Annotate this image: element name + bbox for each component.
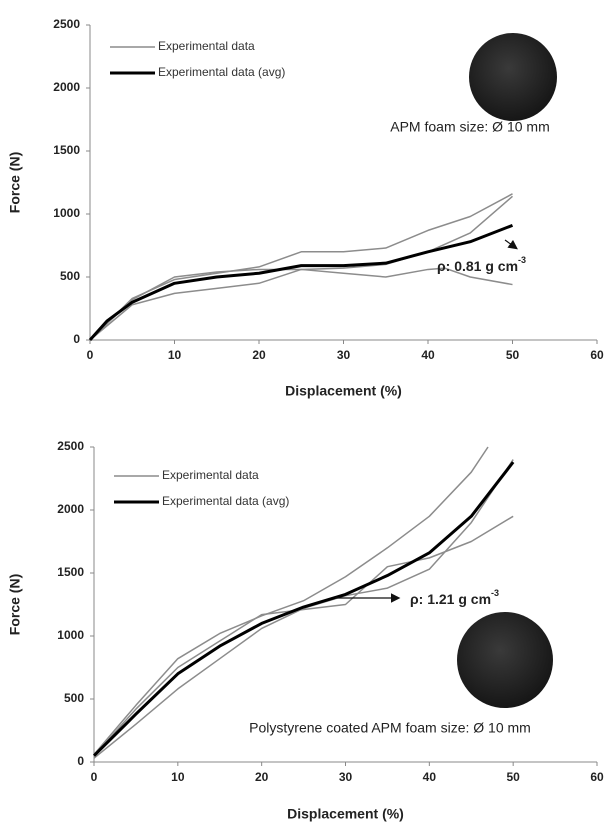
- y-tick-label: 500: [64, 691, 84, 705]
- x-axis-title: Displacement (%): [287, 806, 404, 822]
- annotation-text: ρ: 0.81 g cm: [437, 258, 518, 274]
- annotation-arrow: [504, 239, 518, 250]
- x-tick-label: 40: [421, 348, 435, 362]
- y-tick-label: 2000: [53, 80, 80, 94]
- legend-label: Experimental data: [158, 39, 255, 53]
- annotation-sup: -3: [491, 588, 499, 598]
- line: [93, 515, 514, 757]
- x-tick-label: 10: [171, 770, 185, 784]
- x-tick-label: 50: [506, 348, 520, 362]
- y-tick-label: 2500: [57, 439, 84, 453]
- line: [93, 446, 489, 755]
- y-tick-label: 2500: [53, 17, 80, 31]
- x-tick-label: 20: [252, 348, 266, 362]
- line: [89, 195, 513, 341]
- y-tick-label: 1000: [53, 206, 80, 220]
- legend-label: Experimental data (avg): [158, 65, 285, 79]
- annotation: Polystyrene coated APM foam size: Ø 10 m…: [249, 720, 531, 736]
- annotation: APM foam size: Ø 10 mm: [390, 119, 549, 135]
- y-tick-label: 2000: [57, 502, 84, 516]
- line: [89, 193, 513, 341]
- y-tick-label: 1500: [57, 565, 84, 579]
- x-tick-label: 0: [87, 348, 94, 362]
- line: [92, 461, 515, 757]
- x-tick-label: 40: [423, 770, 437, 784]
- legend-label: Experimental data (avg): [162, 494, 289, 508]
- annotation: ρ: 0.81 g cm-3: [437, 255, 526, 273]
- legend-label: Experimental data: [162, 468, 259, 482]
- y-tick-label: 0: [77, 754, 84, 768]
- x-tick-label: 0: [91, 770, 98, 784]
- foam-photo: [457, 612, 553, 708]
- foam-photo: [469, 33, 557, 121]
- annotation-sup: -3: [518, 255, 526, 265]
- x-tick-label: 30: [339, 770, 353, 784]
- y-axis-title: Force (N): [7, 574, 23, 635]
- x-tick-label: 20: [255, 770, 269, 784]
- x-axis-title: Displacement (%): [285, 383, 402, 399]
- y-tick-label: 1000: [57, 628, 84, 642]
- y-tick-label: 500: [60, 269, 80, 283]
- x-tick-label: 50: [506, 770, 520, 784]
- y-tick-label: 0: [73, 332, 80, 346]
- annotation-text: ρ: 1.21 g cm: [410, 591, 491, 607]
- x-tick-label: 10: [168, 348, 182, 362]
- line: [89, 267, 513, 341]
- y-tick-label: 1500: [53, 143, 80, 157]
- x-tick-label: 30: [337, 348, 351, 362]
- y-axis-title: Force (N): [7, 152, 23, 213]
- x-tick-label: 60: [590, 770, 604, 784]
- line: [93, 459, 514, 759]
- line: [88, 223, 514, 341]
- annotation: ρ: 1.21 g cm-3: [410, 588, 499, 606]
- x-tick-label: 60: [590, 348, 604, 362]
